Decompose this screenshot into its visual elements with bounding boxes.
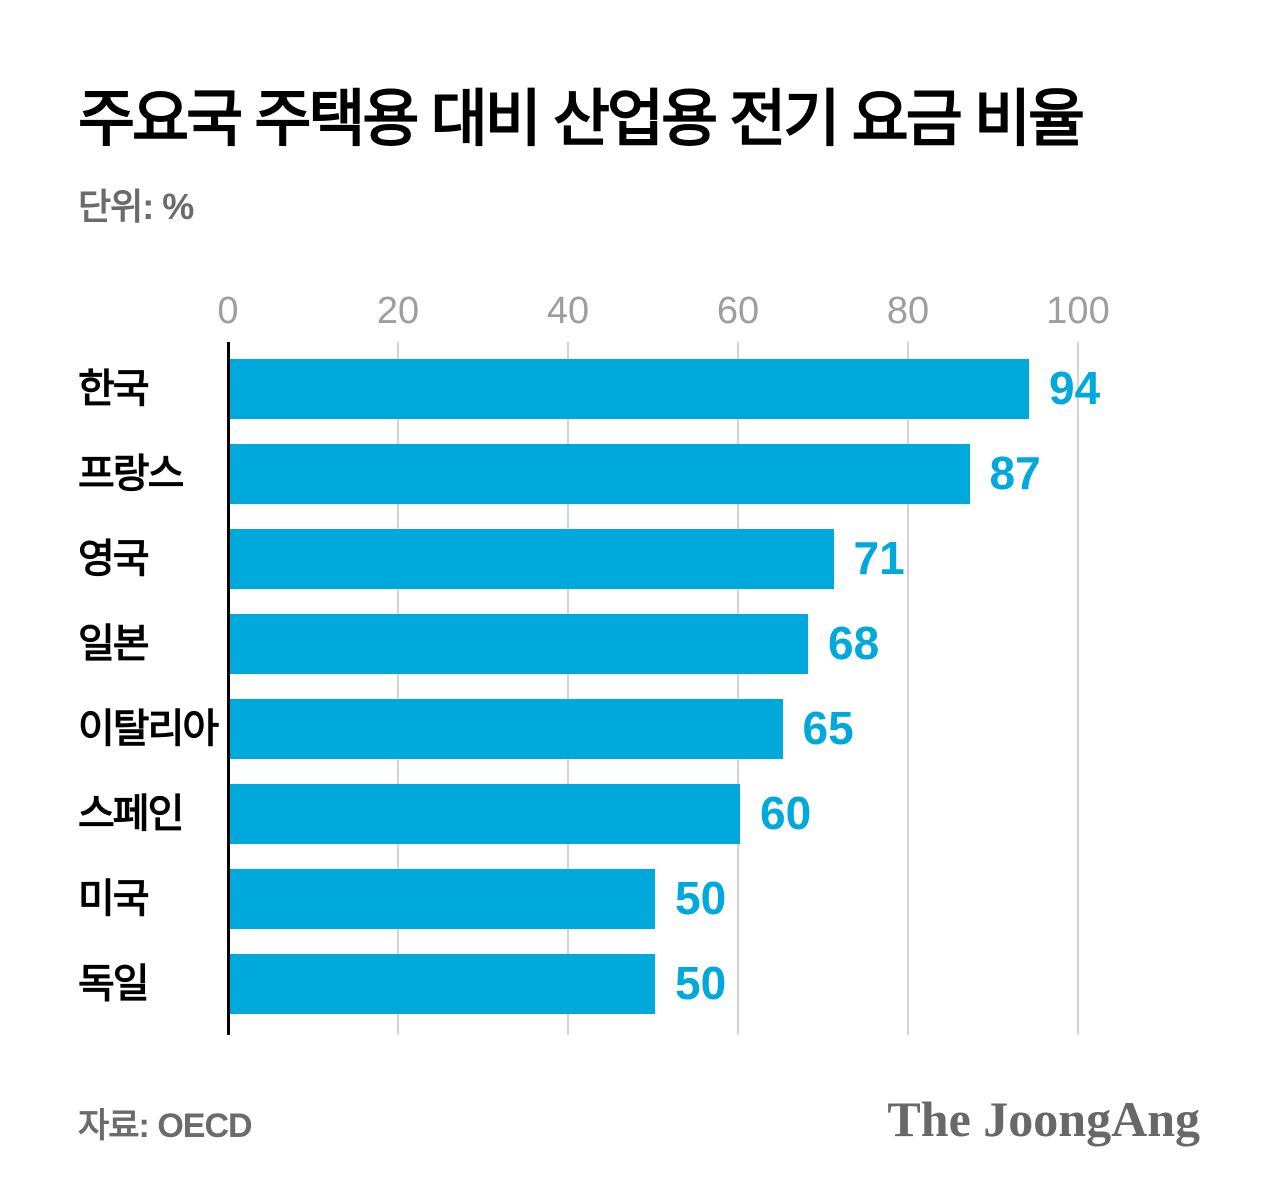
category-label: 스페인 (78, 792, 184, 836)
x-tick-label: 60 (716, 290, 760, 332)
bar-value-label: 65 (802, 702, 854, 754)
bar (230, 784, 740, 844)
gridline (1077, 342, 1079, 1035)
bar-row: 영국 71 (78, 529, 1228, 589)
category-label: 한국 (78, 367, 150, 411)
gridline (397, 342, 399, 1035)
bar (230, 614, 808, 674)
bar-row: 한국 94 (78, 359, 1228, 419)
bar (230, 529, 834, 589)
category-label: 일본 (78, 622, 150, 666)
x-tick-label: 0 (217, 290, 239, 332)
bar-row: 독일 50 (78, 954, 1228, 1014)
bar (230, 954, 655, 1014)
bar-value-label: 68 (828, 617, 880, 669)
category-label: 독일 (78, 962, 150, 1006)
bar (230, 359, 1029, 419)
bar-row: 스페인 60 (78, 784, 1228, 844)
category-label: 이탈리아 (78, 707, 219, 751)
gridline (737, 342, 739, 1035)
bar-row: 미국 50 (78, 869, 1228, 929)
page-title: 주요국 주택용 대비 산업용 전기 요금 비율 (78, 85, 1085, 154)
bar-row: 이탈리아 65 (78, 699, 1228, 759)
gridline (567, 342, 569, 1035)
x-tick-label: 80 (886, 290, 930, 332)
bar-value-label: 60 (760, 787, 812, 839)
x-tick-label: 20 (376, 290, 420, 332)
category-label: 영국 (78, 537, 150, 581)
y-axis-line (227, 342, 230, 1035)
bar (230, 699, 783, 759)
unit-label: 단위: % (78, 186, 194, 227)
bar-row: 일본 68 (78, 614, 1228, 674)
gridline (907, 342, 909, 1035)
source-label: 자료: OECD (78, 1107, 253, 1145)
category-label: 프랑스 (78, 452, 184, 496)
bar-value-label: 94 (1049, 362, 1101, 414)
bar-chart: 0 20 40 60 80 100 한국 94 프랑스 87 영국 71 일본 68 이탈리아 65 스페인 6… (78, 290, 1228, 1050)
bar (230, 869, 655, 929)
bar (230, 444, 970, 504)
x-tick-label: 100 (1046, 290, 1110, 332)
x-tick-label: 40 (546, 290, 590, 332)
brand-logo: The JoongAng (887, 1091, 1200, 1147)
category-label: 미국 (78, 877, 150, 921)
bar-row: 프랑스 87 (78, 444, 1228, 504)
bar-value-label: 71 (853, 532, 905, 584)
bar-value-label: 50 (675, 957, 727, 1009)
bar-value-label: 87 (989, 447, 1041, 499)
bar-value-label: 50 (675, 872, 727, 924)
